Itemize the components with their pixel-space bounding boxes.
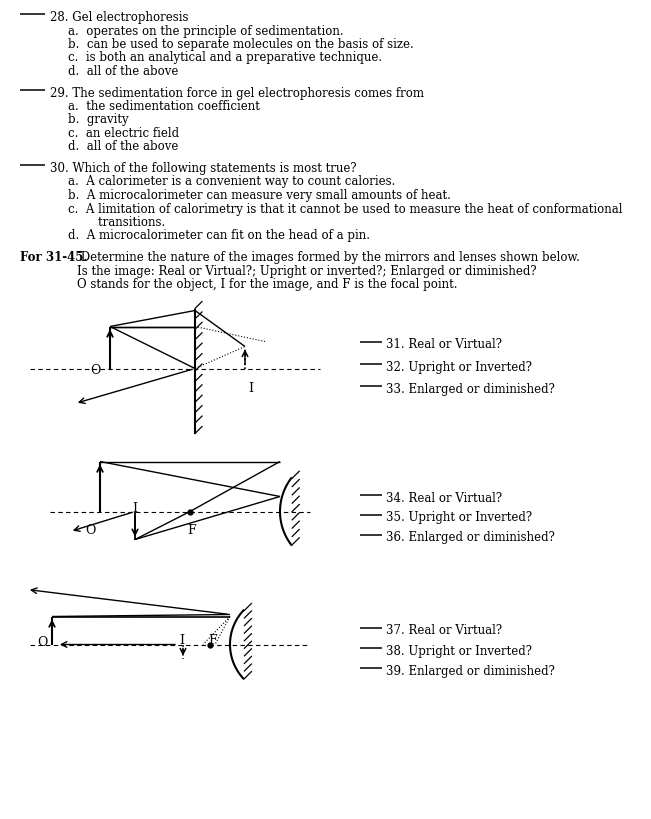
- Text: transitions.: transitions.: [68, 216, 165, 229]
- Text: 33. Enlarged or diminished?: 33. Enlarged or diminished?: [386, 382, 555, 396]
- Text: b.  can be used to separate molecules on the basis of size.: b. can be used to separate molecules on …: [68, 38, 414, 51]
- Text: 28. Gel electrophoresis: 28. Gel electrophoresis: [50, 11, 189, 24]
- Text: O: O: [37, 636, 48, 649]
- Text: a.  operates on the principle of sedimentation.: a. operates on the principle of sediment…: [68, 25, 344, 38]
- Text: d.  all of the above: d. all of the above: [68, 65, 178, 78]
- Text: c.  is both an analytical and a preparative technique.: c. is both an analytical and a preparati…: [68, 52, 382, 65]
- Text: 38. Upright or Inverted?: 38. Upright or Inverted?: [386, 645, 532, 658]
- Text: 31. Real or Virtual?: 31. Real or Virtual?: [386, 338, 502, 351]
- Text: c.  an electric field: c. an electric field: [68, 127, 179, 140]
- Text: I: I: [132, 501, 137, 514]
- Text: 36. Enlarged or diminished?: 36. Enlarged or diminished?: [386, 532, 555, 545]
- Text: a.  A calorimeter is a convenient way to count calories.: a. A calorimeter is a convenient way to …: [68, 175, 395, 188]
- Text: I: I: [248, 382, 253, 396]
- Text: a.  the sedimentation coefficient: a. the sedimentation coefficient: [68, 100, 260, 113]
- Text: 30. Which of the following statements is most true?: 30. Which of the following statements is…: [50, 162, 357, 175]
- Text: 39. Enlarged or diminished?: 39. Enlarged or diminished?: [386, 664, 555, 677]
- Text: 34. Real or Virtual?: 34. Real or Virtual?: [386, 491, 502, 505]
- Text: O: O: [90, 364, 100, 377]
- Text: F: F: [187, 524, 195, 537]
- Text: 32. Upright or Inverted?: 32. Upright or Inverted?: [386, 360, 532, 373]
- Text: For 31-45.: For 31-45.: [20, 251, 87, 264]
- Text: c.  A limitation of calorimetry is that it cannot be used to measure the heat of: c. A limitation of calorimetry is that i…: [68, 202, 622, 215]
- Text: O stands for the object, I for the image, and F is the focal point.: O stands for the object, I for the image…: [77, 278, 458, 291]
- Text: I: I: [179, 635, 184, 648]
- Text: O: O: [85, 523, 96, 536]
- Text: b.  A microcalorimeter can measure very small amounts of heat.: b. A microcalorimeter can measure very s…: [68, 189, 451, 202]
- Text: Is the image: Real or Virtual?; Upright or inverted?; Enlarged or diminished?: Is the image: Real or Virtual?; Upright …: [77, 265, 536, 278]
- Text: 35. Upright or Inverted?: 35. Upright or Inverted?: [386, 512, 532, 524]
- Text: 37. Real or Virtual?: 37. Real or Virtual?: [386, 625, 502, 637]
- Text: d.  A microcalorimeter can fit on the head of a pin.: d. A microcalorimeter can fit on the hea…: [68, 229, 370, 242]
- Text: 29. The sedimentation force in gel electrophoresis comes from: 29. The sedimentation force in gel elect…: [50, 87, 424, 99]
- Text: b.  gravity: b. gravity: [68, 114, 129, 126]
- Text: Determine the nature of the images formed by the mirrors and lenses shown below.: Determine the nature of the images forme…: [77, 251, 580, 264]
- Text: d.  all of the above: d. all of the above: [68, 141, 178, 153]
- Text: F: F: [208, 635, 217, 648]
